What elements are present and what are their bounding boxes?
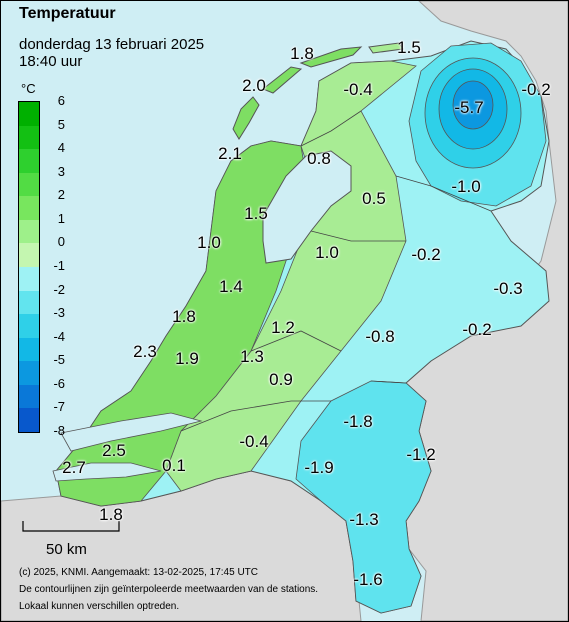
station-temperature: 1.0 <box>315 243 339 262</box>
legend-swatch <box>19 219 39 244</box>
scale-bar-label: 50 km <box>46 541 87 558</box>
legend-swatch <box>19 125 39 150</box>
legend-label: 1 <box>57 210 65 226</box>
island-ameland <box>368 42 404 54</box>
station-temperature: -1.0 <box>451 177 481 196</box>
legend-swatch <box>19 314 39 339</box>
legend-label: -3 <box>53 305 65 321</box>
station-temperature: -1.3 <box>349 510 379 529</box>
station-temperature: 0.5 <box>362 189 386 208</box>
station-temperature: 2.1 <box>218 144 242 163</box>
legend-label: 5 <box>57 116 65 132</box>
map-date: donderdag 13 februari 2025 <box>19 36 205 53</box>
footer-copyright: (c) 2025, KNMI. Aangemaakt: 13-02-2025, … <box>19 567 259 578</box>
legend-swatch <box>19 243 39 268</box>
ijsselmeer <box>262 150 352 264</box>
island-texel <box>232 96 260 140</box>
station-temperature: -1.8 <box>343 412 373 431</box>
legend-swatch <box>19 172 39 197</box>
station-temperature: 2.5 <box>102 441 126 460</box>
island-vlieland <box>262 66 303 94</box>
legend-label: -8 <box>53 423 65 438</box>
cold-ring-3 <box>452 80 494 130</box>
station-temperature: -1.9 <box>304 458 334 477</box>
legend-label: 3 <box>57 163 65 179</box>
station-temperature: 1.5 <box>244 204 268 223</box>
station-temperature: -0.2 <box>462 320 492 339</box>
legend-swatch <box>19 196 39 221</box>
station-temperature: 0.8 <box>307 149 331 168</box>
station-temperature: 1.5 <box>397 38 421 57</box>
legend-swatch <box>19 337 39 362</box>
legend-label: 2 <box>57 187 65 203</box>
station-temperature: 2.3 <box>133 342 157 361</box>
station-temperature: -1.2 <box>406 445 436 464</box>
station-temperature: 1.3 <box>240 347 264 366</box>
station-temperature: 0.9 <box>269 370 293 389</box>
station-temperature: -0.4 <box>343 80 373 99</box>
island-terschelling <box>299 46 363 68</box>
legend-label: -7 <box>53 399 65 415</box>
station-temperature: 1.8 <box>290 44 314 63</box>
station-temperature: 1.2 <box>271 318 295 337</box>
station-temperature: 1.8 <box>99 505 123 524</box>
station-temperature: -0.2 <box>521 80 551 99</box>
legend-label: -4 <box>53 328 65 344</box>
legend-swatch <box>19 267 39 291</box>
legend-swatch <box>19 408 39 433</box>
station-temperature: -1.6 <box>353 570 383 589</box>
station-temperature: -0.4 <box>239 432 269 451</box>
legend-swatch <box>19 102 39 126</box>
station-temperature: 2.7 <box>62 458 86 477</box>
legend-swatch <box>19 384 39 409</box>
legend-label: -5 <box>53 352 65 368</box>
station-temperature: -5.7 <box>454 98 484 117</box>
legend-swatch <box>19 290 39 315</box>
station-temperature: -0.8 <box>365 327 395 346</box>
westerschelde <box>52 462 162 482</box>
zeeland-water <box>60 412 203 452</box>
legend-colorbar <box>18 101 40 433</box>
station-temperature: -0.2 <box>411 245 441 264</box>
station-temperature: 1.8 <box>172 307 196 326</box>
footer-note-local: Lokaal kunnen verschillen optreden. <box>19 601 180 612</box>
legend-swatch <box>19 361 39 386</box>
legend-label: 0 <box>57 234 65 250</box>
station-temperature: 2.0 <box>242 76 266 95</box>
station-temperature: 1.9 <box>175 349 199 368</box>
legend-swatch <box>19 149 39 174</box>
legend-label: 6 <box>57 93 65 108</box>
map-time: 18:40 uur <box>19 53 83 70</box>
legend-label: -6 <box>53 375 65 391</box>
legend-label: -1 <box>53 258 65 273</box>
legend-unit: °C <box>21 81 36 96</box>
station-temperature: 0.1 <box>162 456 186 475</box>
footer-note-contours: De contourlijnen zijn geïnterpoleerde me… <box>19 584 319 595</box>
province-borders <box>180 110 492 432</box>
scale-bar <box>22 521 120 532</box>
station-temperature: 1.0 <box>197 233 221 252</box>
station-temperature: -0.3 <box>493 279 523 298</box>
map-title: Temperatuur <box>19 5 116 22</box>
station-temperature: 1.4 <box>219 277 243 296</box>
legend-label: -2 <box>53 281 65 297</box>
legend-label: 4 <box>57 140 65 156</box>
